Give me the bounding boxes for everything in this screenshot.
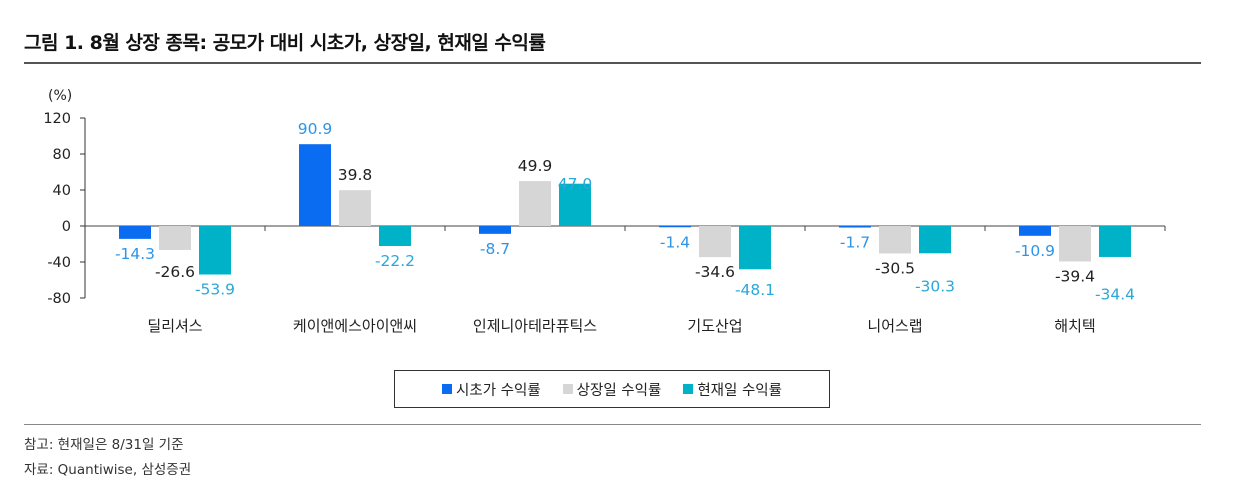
bar-1 (879, 226, 911, 254)
data-label: -34.6 (695, 263, 735, 281)
y-tick-label: 120 (43, 111, 71, 127)
y-tick-label: -80 (47, 291, 71, 307)
footnote-reference-date: 참고: 현재일은 8/31일 기준 (24, 437, 184, 453)
x-category-label: 기도산업 (687, 317, 742, 335)
data-label: -39.4 (1055, 267, 1095, 285)
bar-chart: (%) 120 80 40 0 -40 -80 딜리셔스 케이앤에스아이앤씨 인제니아테라퓨틱스 기… (43, 88, 1166, 335)
data-label: 49.9 (518, 157, 553, 175)
bar-1 (519, 181, 551, 226)
x-category-label: 케이앤에스아이앤씨 (293, 317, 417, 335)
legend-swatch-open (442, 384, 453, 394)
legend-label-current: 현재일 수익률 (697, 382, 782, 399)
chart-data-labels: -14.3-26.6-53.9 90.9 39.8 -22.2 -8.7 49.9 47.0… (115, 120, 1135, 303)
bar-2 (919, 226, 951, 254)
bar-1 (159, 226, 191, 250)
data-label: -48.1 (735, 281, 775, 299)
legend-item-listing-day-return: 상장일 수익률 (562, 379, 662, 400)
data-label: 39.8 (338, 166, 373, 184)
bar-0 (839, 226, 871, 228)
bar-0 (1019, 226, 1051, 236)
bar-0 (479, 226, 511, 234)
x-category-label: 해치텍 (1054, 317, 1095, 335)
legend-item-current-return: 현재일 수익률 (683, 379, 782, 400)
bar-2 (1099, 226, 1131, 257)
chart-title: 그림 1. 8월 상장 종목: 공모가 대비 시초가, 상장일, 현재일 수익률 (24, 32, 546, 54)
legend-label-listing-day: 상장일 수익률 (576, 382, 662, 399)
bar-2 (559, 183, 591, 226)
footnote-source: 자료: Quantiwise, 삼성증권 (24, 462, 192, 478)
y-axis-unit-label: (%) (48, 88, 72, 104)
chart-legend: 시초가 수익률 상장일 수익률 현재일 수익률 (394, 370, 830, 408)
legend-label-open: 시초가 수익률 (456, 382, 541, 399)
y-tick-label: 80 (53, 147, 71, 163)
bar-0 (659, 226, 691, 228)
bar-2 (739, 226, 771, 270)
data-label: -1.4 (660, 233, 690, 251)
bar-0 (119, 226, 151, 239)
bar-2 (379, 226, 411, 246)
bar-2 (199, 226, 231, 275)
data-label: -30.3 (915, 277, 955, 295)
footnotes: 참고: 현재일은 8/31일 기준 자료: Quantiwise, 삼성증권 (24, 433, 191, 483)
bar-1 (699, 226, 731, 258)
data-label: -10.9 (1015, 242, 1055, 260)
footer-divider (24, 424, 1201, 425)
data-label: -26.6 (155, 263, 195, 281)
chart-bars (119, 144, 1131, 275)
bar-0 (299, 144, 331, 226)
data-label: -22.2 (375, 252, 415, 270)
y-tick-label: -40 (47, 255, 71, 271)
legend-swatch-current (683, 384, 694, 394)
title-divider (24, 62, 1201, 64)
data-label: 47.0 (558, 175, 593, 193)
bar-1 (1059, 226, 1091, 262)
data-label: -1.7 (840, 234, 870, 252)
data-label: -53.9 (195, 281, 235, 299)
data-label: -14.3 (115, 245, 155, 263)
chart-axes: (%) 120 80 40 0 -40 -80 딜리셔스 케이앤에스아이앤씨 인제니아테라퓨틱스 기… (43, 88, 1166, 335)
x-category-label: 딜리셔스 (147, 317, 202, 335)
bar-1 (339, 190, 371, 226)
data-label: -30.5 (875, 259, 915, 277)
x-category-label: 인제니아테라퓨틱스 (473, 317, 597, 335)
data-label: -8.7 (480, 240, 510, 258)
y-tick-label: 0 (62, 219, 71, 235)
y-tick-label: 40 (53, 183, 71, 199)
legend-item-open-return: 시초가 수익률 (442, 379, 541, 400)
data-label: 90.9 (298, 120, 333, 138)
data-label: -34.4 (1095, 285, 1135, 303)
x-category-label: 니어스랩 (867, 317, 922, 335)
legend-swatch-listing-day (562, 384, 573, 394)
